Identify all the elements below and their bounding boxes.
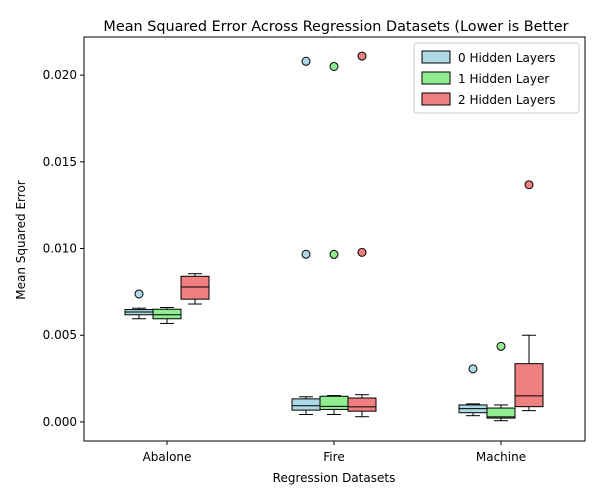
x-tick-label: Abalone bbox=[143, 450, 192, 464]
outlier-point bbox=[329, 61, 339, 71]
box-iqr bbox=[291, 398, 321, 411]
box-iqr bbox=[486, 407, 516, 419]
outlier-point bbox=[524, 180, 534, 190]
x-tick-label: Machine bbox=[476, 450, 526, 464]
box-abalone-0 bbox=[124, 289, 154, 320]
y-tick-label: 0.015 bbox=[43, 155, 77, 169]
y-tick-label: 0.005 bbox=[43, 328, 77, 342]
y-axis-label: Mean Squared Error bbox=[14, 180, 28, 300]
outlier-point bbox=[301, 249, 311, 259]
chart-title: Mean Squared Error Across Regression Dat… bbox=[103, 19, 568, 35]
box-abalone-1 bbox=[152, 306, 182, 324]
y-tick-label: 0.020 bbox=[43, 68, 77, 82]
outlier-point bbox=[134, 289, 144, 299]
outlier-point bbox=[496, 341, 506, 351]
legend-swatch bbox=[421, 92, 451, 106]
outlier-point bbox=[357, 247, 367, 257]
y-tick-label: 0.010 bbox=[43, 242, 77, 256]
box-machine-1 bbox=[486, 341, 516, 422]
outlier-point bbox=[357, 51, 367, 61]
box-iqr bbox=[347, 397, 377, 412]
x-tick-label: Fire bbox=[323, 450, 344, 464]
legend-frame bbox=[413, 42, 580, 114]
legend-swatch bbox=[421, 71, 451, 85]
x-axis-label: Regression Datasets bbox=[273, 471, 396, 485]
legend-label: 0 Hidden Layers bbox=[458, 51, 556, 65]
box-fire-2 bbox=[347, 51, 377, 418]
legend-label: 1 Hidden Layer bbox=[458, 72, 549, 86]
box-iqr bbox=[152, 308, 182, 320]
box-abalone-2 bbox=[180, 273, 210, 305]
box-fire-0 bbox=[291, 56, 321, 415]
box-machine-2 bbox=[514, 180, 544, 412]
outlier-point bbox=[468, 364, 478, 374]
legend-swatch bbox=[421, 50, 451, 64]
box-iqr bbox=[319, 395, 349, 410]
box-machine-0 bbox=[458, 364, 488, 417]
legend: 0 Hidden Layers 1 Hidden Layer 2 Hidden La… bbox=[413, 42, 580, 114]
box-iqr bbox=[180, 275, 210, 300]
box-fire-1 bbox=[319, 61, 349, 415]
legend-label: 2 Hidden Layers bbox=[458, 93, 556, 107]
outlier-point bbox=[301, 56, 311, 66]
box-iqr bbox=[514, 363, 544, 408]
y-tick-label: 0.000 bbox=[43, 415, 77, 429]
outlier-point bbox=[329, 249, 339, 259]
plot-area: 0.000 0.005 0.010 0.015 0.020 Abalone Fire Mach… bbox=[43, 36, 586, 464]
